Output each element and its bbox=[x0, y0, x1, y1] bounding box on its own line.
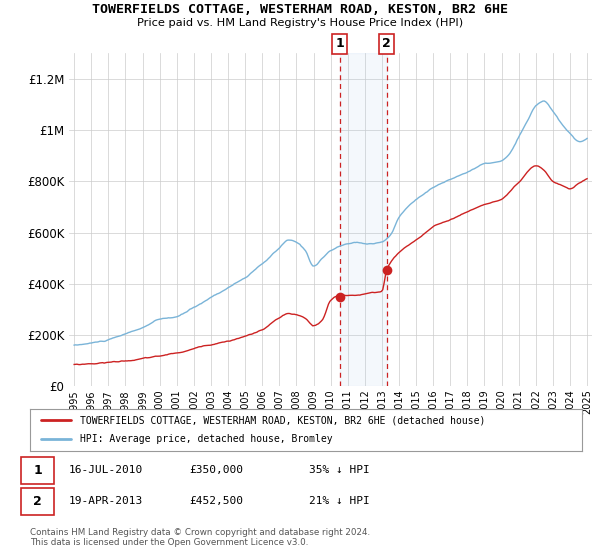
Text: HPI: Average price, detached house, Bromley: HPI: Average price, detached house, Brom… bbox=[80, 435, 332, 445]
Text: 2: 2 bbox=[33, 494, 42, 508]
Text: TOWERFIELDS COTTAGE, WESTERHAM ROAD, KESTON, BR2 6HE (detached house): TOWERFIELDS COTTAGE, WESTERHAM ROAD, KES… bbox=[80, 415, 485, 425]
Text: 35% ↓ HPI: 35% ↓ HPI bbox=[309, 465, 370, 475]
Text: 19-APR-2013: 19-APR-2013 bbox=[69, 496, 143, 506]
Text: 21% ↓ HPI: 21% ↓ HPI bbox=[309, 496, 370, 506]
Text: 2: 2 bbox=[382, 38, 391, 50]
Text: £350,000: £350,000 bbox=[189, 465, 243, 475]
Text: 1: 1 bbox=[33, 464, 42, 477]
Bar bbox=[340, 53, 387, 386]
Text: 16-JUL-2010: 16-JUL-2010 bbox=[69, 465, 143, 475]
Text: 1: 1 bbox=[335, 38, 344, 50]
Text: TOWERFIELDS COTTAGE, WESTERHAM ROAD, KESTON, BR2 6HE: TOWERFIELDS COTTAGE, WESTERHAM ROAD, KES… bbox=[92, 3, 508, 16]
Text: Price paid vs. HM Land Registry's House Price Index (HPI): Price paid vs. HM Land Registry's House … bbox=[137, 18, 463, 28]
Text: Contains HM Land Registry data © Crown copyright and database right 2024.
This d: Contains HM Land Registry data © Crown c… bbox=[30, 528, 370, 547]
Text: £452,500: £452,500 bbox=[189, 496, 243, 506]
